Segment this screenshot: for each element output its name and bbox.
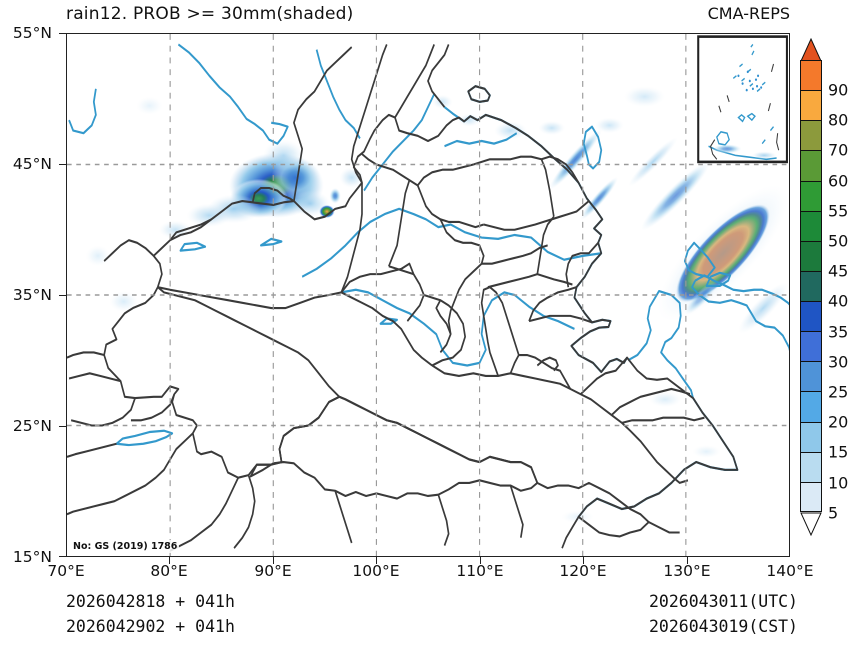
colorbar-tick-label: 30 bbox=[828, 352, 849, 372]
colorbar-tick-label: 70 bbox=[828, 140, 849, 160]
y-tick-label: 25°N bbox=[12, 417, 52, 435]
x-tick-label: 120°E bbox=[559, 562, 607, 580]
colorbar-tick-label: 60 bbox=[828, 171, 849, 191]
valid-time-cst: 2026043019(CST) bbox=[648, 617, 798, 636]
init-time-utc: 2026042818 + 041h bbox=[66, 592, 235, 611]
colorbar-tick-label: 90 bbox=[828, 80, 849, 100]
colorbar-band bbox=[800, 331, 822, 362]
x-tick-label: 80°E bbox=[150, 562, 188, 580]
x-tick-label: 100°E bbox=[352, 562, 400, 580]
x-tick-label: 130°E bbox=[663, 562, 711, 580]
y-tick-mark bbox=[59, 426, 66, 428]
colorbar-band bbox=[800, 451, 822, 482]
colorbar-band bbox=[800, 391, 822, 422]
x-tick-mark bbox=[480, 557, 482, 564]
x-tick-label: 140°E bbox=[766, 562, 814, 580]
colorbar-tick-label: 20 bbox=[828, 412, 849, 432]
y-tick-mark bbox=[59, 295, 66, 297]
colorbar-tick-label: 55 bbox=[828, 201, 849, 221]
colorbar-band bbox=[800, 481, 822, 512]
x-tick-mark bbox=[376, 557, 378, 564]
colorbar-band bbox=[800, 120, 822, 151]
colorbar-tick-label: 40 bbox=[828, 291, 849, 311]
colorbar-band bbox=[800, 180, 822, 211]
colorbar-tick-label: 10 bbox=[828, 473, 849, 493]
colorbar-tick-label: 45 bbox=[828, 261, 849, 281]
south-china-sea-inset bbox=[697, 35, 788, 164]
map-approval-note: No: GS (2019) 1786 bbox=[71, 540, 180, 553]
y-tick-mark bbox=[59, 33, 66, 35]
x-tick-mark bbox=[583, 557, 585, 564]
colorbar-band bbox=[800, 361, 822, 392]
init-time-cst: 2026042902 + 041h bbox=[66, 617, 235, 636]
colorbar-tick-label: 50 bbox=[828, 231, 849, 251]
map-plot-area[interactable]: No: GS (2019) 1786 bbox=[66, 33, 790, 557]
colorbar-band bbox=[800, 421, 822, 452]
colorbar-tick-label: 35 bbox=[828, 322, 849, 342]
map-canvas bbox=[67, 34, 789, 556]
colorbar-tick-label: 15 bbox=[828, 442, 849, 462]
x-tick-mark bbox=[687, 557, 689, 564]
colorbar-tick-label: 80 bbox=[828, 110, 849, 130]
colorbar-band bbox=[800, 90, 822, 121]
inset-precip bbox=[712, 144, 777, 160]
x-tick-label: 70°E bbox=[47, 562, 85, 580]
y-tick-label: 15°N bbox=[12, 548, 52, 566]
page-title: rain12. PROB >= 30mm(shaded) bbox=[66, 4, 354, 24]
colorbar-band bbox=[800, 210, 822, 241]
y-tick-label: 35°N bbox=[12, 286, 52, 304]
colorbar-band bbox=[800, 270, 822, 302]
colorbar-bands bbox=[800, 60, 822, 512]
y-tick-label: 55°N bbox=[12, 24, 52, 42]
colorbar-band bbox=[800, 60, 822, 91]
x-tick-label: 90°E bbox=[254, 562, 292, 580]
y-tick-label: 45°N bbox=[12, 155, 52, 173]
colorbar-band bbox=[800, 240, 822, 271]
x-tick-mark bbox=[273, 557, 275, 564]
y-tick-mark bbox=[59, 556, 66, 558]
colorbar-extend-top-arrow bbox=[800, 38, 822, 62]
y-tick-mark bbox=[59, 164, 66, 166]
x-tick-label: 110°E bbox=[456, 562, 504, 580]
graticule-layer bbox=[67, 34, 789, 556]
precip-shading-layer bbox=[85, 61, 789, 524]
colorbar-tick-label: 25 bbox=[828, 382, 849, 402]
valid-time-utc: 2026043011(UTC) bbox=[648, 592, 798, 611]
colorbar-tick-label: 5 bbox=[828, 503, 839, 523]
colorbar-extend-bottom-arrow bbox=[800, 512, 822, 536]
boundary-layer bbox=[67, 43, 739, 552]
colorbar-band bbox=[800, 150, 822, 181]
colorbar-band bbox=[800, 301, 822, 332]
x-tick-mark bbox=[169, 557, 171, 564]
model-label: CMA-REPS bbox=[707, 4, 790, 23]
